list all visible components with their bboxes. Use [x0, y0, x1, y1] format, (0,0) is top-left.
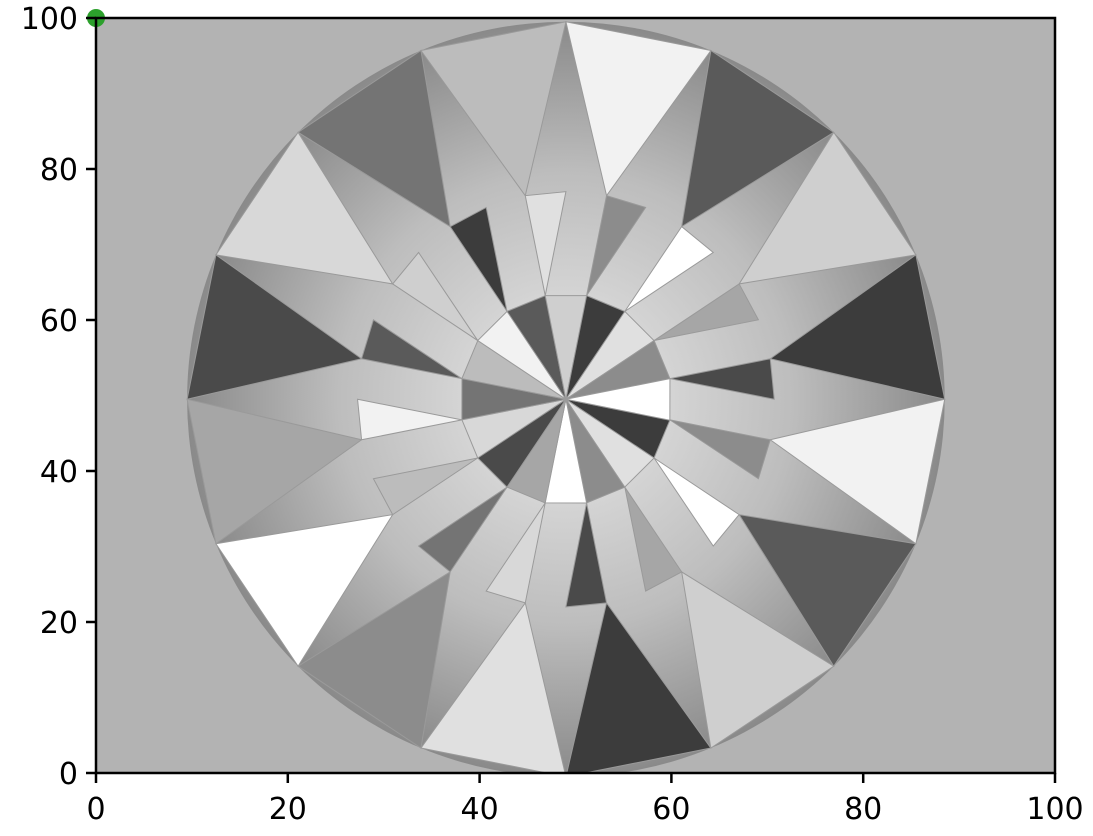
diamond-facet	[449, 206, 508, 312]
diamond-facet	[417, 486, 508, 573]
y-axis: 0 20 40 60 80 100	[21, 2, 96, 792]
diamond-facet	[485, 502, 546, 604]
diamond-facet	[391, 251, 479, 341]
diamond-facet	[738, 131, 917, 285]
plot-area	[96, 18, 1055, 773]
x-tick-label: 60	[652, 792, 690, 827]
diamond-facet	[297, 49, 451, 228]
diamond-facet	[624, 225, 715, 312]
x-tick-label: 20	[269, 792, 307, 827]
diamond-facet	[565, 378, 671, 421]
diamond-facet	[769, 398, 946, 545]
diamond-facet	[680, 49, 835, 228]
diamond-facet	[420, 21, 567, 197]
diamond-facet	[215, 513, 394, 668]
x-axis: 0 20 40 60 80 100	[86, 773, 1084, 827]
diamond-facet	[669, 358, 775, 400]
diamond-facet	[624, 486, 683, 592]
diamond-facet	[653, 457, 740, 547]
diamond-facet	[680, 570, 835, 749]
diamond-facet	[669, 419, 771, 480]
diamond-facet	[566, 601, 712, 773]
diamond-facet	[186, 253, 363, 400]
diamond-facet	[738, 513, 917, 668]
axes-frame	[94, 16, 1057, 775]
diamond-image	[186, 21, 946, 773]
y-tick-label: 20	[40, 606, 78, 641]
diamond-facet	[420, 601, 566, 773]
diamond-facet	[769, 253, 946, 400]
x-tick-label: 80	[844, 792, 882, 827]
diamond-facet	[586, 195, 647, 296]
x-tick-label: 100	[1026, 792, 1083, 827]
diamond-facet	[524, 191, 567, 296]
diamond-facet	[186, 398, 363, 545]
y-tick-label: 100	[21, 2, 78, 37]
diamond-facet	[565, 502, 608, 608]
diamond-facet	[297, 570, 451, 749]
diamond-facet	[215, 131, 394, 285]
y-tick-label: 80	[40, 153, 78, 188]
y-tick-label: 40	[40, 455, 78, 490]
x-tick-label: 0	[86, 792, 105, 827]
y-tick-label: 0	[59, 757, 78, 792]
diamond-facet	[653, 283, 760, 342]
diamond-facet	[360, 319, 463, 380]
y-tick-label: 60	[40, 304, 78, 339]
x-tick-label: 40	[461, 792, 499, 827]
diamond-facet	[372, 457, 478, 516]
diamond-facet	[565, 21, 712, 197]
diamond-facet	[357, 398, 462, 441]
